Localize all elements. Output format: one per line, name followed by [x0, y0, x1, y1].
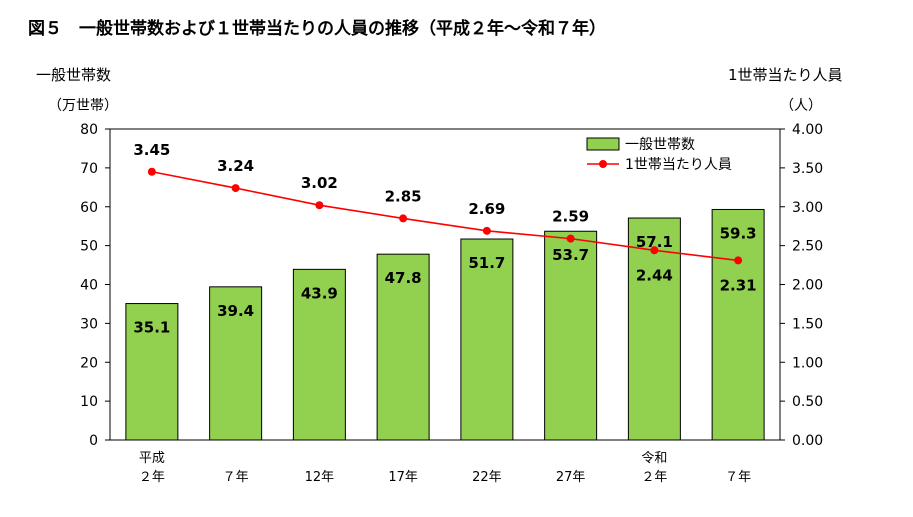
legend-label-bar: 一般世帯数	[625, 137, 695, 153]
left-tick-label: 70	[80, 161, 98, 177]
left-tick-label: 0	[89, 433, 98, 449]
bar-value-label: 35.1	[133, 319, 170, 337]
line-point	[147, 167, 156, 176]
left-tick-label: 60	[80, 200, 98, 216]
right-axis-unit: （人）	[780, 98, 822, 114]
line-series	[151, 170, 739, 262]
right-tick-label: 1.50	[792, 316, 823, 332]
left-axis-title: 一般世帯数	[36, 66, 111, 84]
bar	[544, 230, 598, 441]
line-point	[734, 256, 743, 265]
line-point	[650, 246, 659, 255]
bar	[292, 268, 346, 441]
bar	[125, 303, 179, 441]
bar-value-label: 39.4	[217, 302, 254, 320]
line-point	[399, 214, 408, 223]
line-value-label: 3.02	[301, 174, 338, 192]
line-value-label: 3.45	[133, 141, 170, 159]
line-value-label: 3.24	[217, 157, 254, 175]
left-tick-label: 80	[80, 122, 98, 138]
x-tick-label: 27年	[556, 470, 586, 485]
bar	[460, 238, 514, 441]
line-value-label: 2.44	[636, 266, 673, 284]
line-value-label: 2.85	[385, 187, 422, 205]
bar-value-label: 53.7	[552, 246, 589, 264]
x-tick-label: 令和２年	[641, 451, 667, 485]
line-point	[315, 201, 324, 210]
bar-value-label: 47.8	[385, 269, 422, 287]
line-point	[566, 234, 575, 243]
bar	[376, 253, 430, 441]
x-tick-label: ７年	[725, 470, 751, 485]
left-tick-label: 30	[80, 316, 98, 332]
bar-value-label: 51.7	[468, 254, 505, 272]
legend-label-line: 1世帯当たり人員	[625, 157, 732, 173]
right-tick-label: 3.50	[792, 161, 823, 177]
bar	[209, 286, 263, 441]
bar-value-label: 57.1	[636, 233, 673, 251]
right-tick-label: 3.00	[792, 200, 823, 216]
right-tick-label: 2.00	[792, 278, 823, 294]
right-tick-label: 2.50	[792, 239, 823, 255]
line-point	[231, 184, 240, 193]
line-value-label: 2.69	[468, 200, 505, 218]
bar	[711, 208, 765, 441]
line-value-label: 2.59	[552, 208, 589, 226]
left-tick-label: 40	[80, 278, 98, 294]
legend-swatch-bar	[586, 137, 620, 151]
line-value-label: 2.31	[720, 276, 757, 294]
right-tick-label: 1.00	[792, 355, 823, 371]
left-tick-label: 10	[80, 394, 98, 410]
x-tick-label: 12年	[305, 470, 335, 485]
legend-marker-line	[599, 160, 607, 168]
left-tick-label: 50	[80, 239, 98, 255]
bar-value-label: 43.9	[301, 284, 338, 302]
line-point	[482, 226, 491, 235]
right-axis-title: 1世帯当たり人員	[728, 66, 843, 84]
x-tick-label: ７年	[223, 470, 249, 485]
x-tick-label: 平成２年	[139, 451, 165, 485]
x-tick-label: 17年	[388, 470, 418, 485]
right-tick-label: 0.00	[792, 433, 823, 449]
left-axis-unit: （万世帯）	[48, 98, 118, 114]
right-tick-label: 4.00	[792, 122, 823, 138]
x-tick-label: 22年	[472, 470, 502, 485]
left-tick-label: 20	[80, 355, 98, 371]
bar	[627, 217, 681, 441]
chart-title: 図５ 一般世帯数および１世帯当たりの人員の推移（平成２年〜令和７年）	[28, 19, 606, 39]
bar-value-label: 59.3	[720, 224, 757, 242]
right-tick-label: 0.50	[792, 394, 823, 410]
